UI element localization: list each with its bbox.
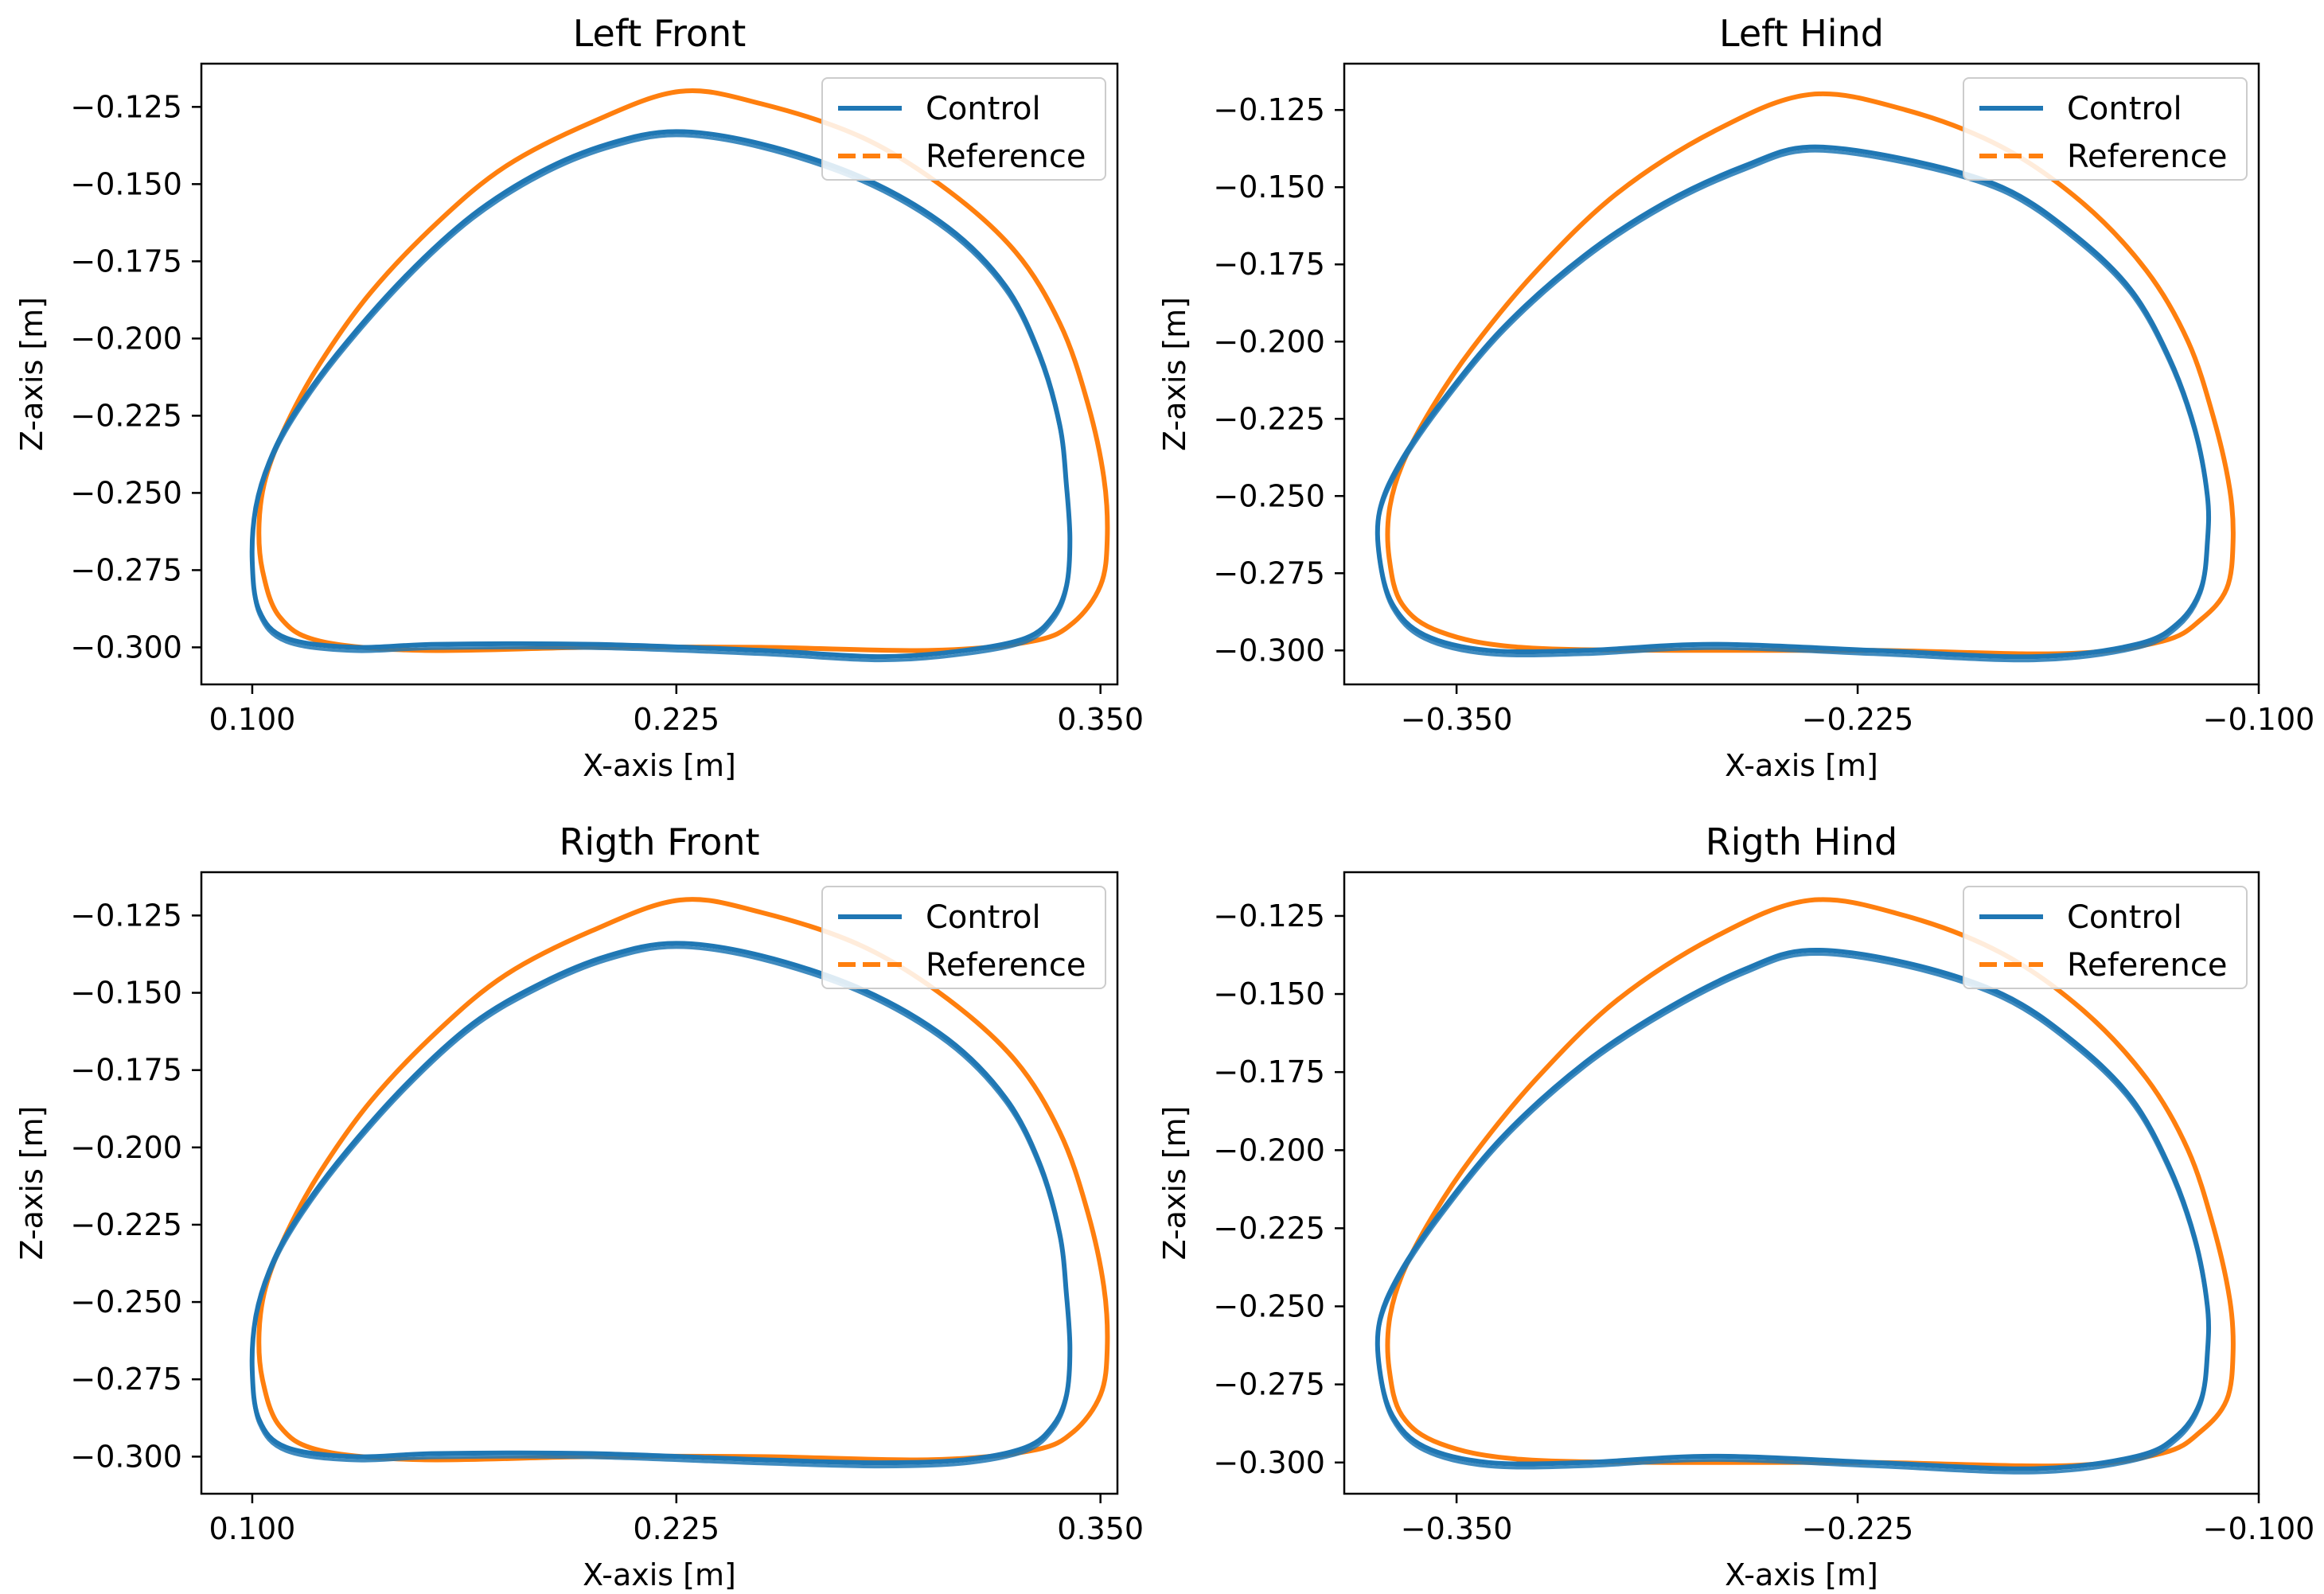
x-tick-label: 0.350 (1057, 702, 1144, 737)
series-line-control-cycle (1375, 952, 2211, 1475)
y-tick-label: −0.250 (70, 475, 182, 510)
y-tick-label: −0.275 (1213, 1367, 1325, 1402)
y-tick-label: −0.175 (1213, 247, 1325, 282)
plot-frame (200, 871, 1119, 1495)
y-tick-label: −0.200 (1213, 324, 1325, 359)
legend-label-control: Control (2067, 899, 2182, 936)
legend: Control Reference (1963, 886, 2248, 989)
y-tick-label: −0.300 (70, 1439, 182, 1474)
y-tick-label: −0.200 (70, 321, 182, 356)
legend: Control Reference (821, 886, 1106, 989)
series-group (249, 897, 1110, 1469)
y-tick-label: −0.225 (70, 1207, 182, 1242)
plot-frame (1343, 62, 2260, 686)
y-tick-label: −0.150 (70, 976, 182, 1011)
y-tick-label: −0.300 (1213, 633, 1325, 668)
x-tick-label: −0.350 (1401, 702, 1513, 737)
y-tick-label: −0.200 (70, 1130, 182, 1165)
legend-label-control: Control (926, 91, 1041, 127)
chart-title: Left Hind (1719, 12, 1884, 55)
y-tick-label: −0.250 (1213, 1289, 1325, 1324)
x-axis-label: X-axis [m] (583, 748, 736, 783)
chart-panel-2: Left Hind −0.350 −0.225 −0.100 −0.125 −0.150 −… (1157, 12, 2314, 783)
x-tick-label: 0.100 (209, 702, 296, 737)
series-line-control (1375, 947, 2212, 1471)
y-tick-label: −0.300 (70, 629, 182, 664)
chart-panel-3: Rigth Front 0.100 0.225 0.350 −0.125 −0.150 −0… (14, 820, 1144, 1592)
y-tick-label: −0.250 (70, 1284, 182, 1319)
series-group (1375, 897, 2236, 1475)
chart-title: Left Front (573, 12, 747, 55)
legend: Control Reference (1963, 77, 2248, 181)
x-axis-label: X-axis [m] (1725, 1557, 1878, 1592)
y-tick-label: −0.125 (70, 898, 182, 933)
x-tick-label: −0.350 (1401, 1511, 1513, 1546)
legend-label-reference: Reference (2067, 947, 2227, 984)
y-tick-label: −0.275 (70, 552, 182, 587)
x-axis-label: X-axis [m] (583, 1557, 736, 1592)
legend-label-control: Control (926, 899, 1041, 936)
y-tick-label: −0.175 (70, 244, 182, 279)
y-tick-label: −0.275 (70, 1362, 182, 1397)
x-tick-label: 0.100 (209, 1511, 296, 1546)
y-axis-label: Z-axis [m] (1157, 1106, 1192, 1261)
legend-label-reference: Reference (926, 138, 1086, 175)
y-tick-label: −0.125 (70, 89, 182, 124)
x-tick-label: −0.225 (1802, 702, 1914, 737)
series-line-control (249, 129, 1073, 660)
y-tick-label: −0.225 (1213, 401, 1325, 436)
series-group (1375, 91, 2236, 663)
y-axis-label: Z-axis [m] (14, 1106, 49, 1261)
legend-label-reference: Reference (2067, 138, 2227, 175)
series-group (249, 88, 1110, 663)
plot-frame (200, 62, 1119, 686)
y-tick-label: −0.125 (1213, 92, 1325, 127)
y-tick-label: −0.150 (70, 166, 182, 201)
legend: Control Reference (821, 77, 1106, 181)
plot-frame (1343, 871, 2260, 1495)
x-tick-label: 0.225 (633, 1511, 719, 1546)
y-tick-label: −0.225 (70, 398, 182, 433)
y-axis-label: Z-axis [m] (14, 297, 49, 451)
chart-title: Rigth Front (559, 820, 759, 863)
x-tick-label: −0.225 (1802, 1511, 1914, 1546)
series-line-control (1375, 144, 2212, 660)
y-tick-label: −0.150 (1213, 976, 1325, 1011)
y-tick-label: −0.175 (1213, 1054, 1325, 1089)
y-tick-label: −0.200 (1213, 1132, 1325, 1167)
x-tick-label: −0.100 (2203, 1511, 2315, 1546)
y-tick-label: −0.225 (1213, 1210, 1325, 1245)
x-tick-label: 0.350 (1057, 1511, 1144, 1546)
y-tick-label: −0.300 (1213, 1445, 1325, 1480)
y-tick-label: −0.175 (70, 1053, 182, 1088)
chart-panel-4: Rigth Hind −0.350 −0.225 −0.100 −0.125 −0.150… (1157, 820, 2314, 1592)
y-tick-label: −0.275 (1213, 555, 1325, 590)
series-line-control-cycle (250, 945, 1072, 1469)
chart-panel-1: Left Front 0.100 0.225 0.350 −0.125 −0.150 −0.… (14, 12, 1144, 783)
series-line-control-cycle (1375, 149, 2211, 663)
y-axis-label: Z-axis [m] (1157, 297, 1192, 451)
y-tick-label: −0.150 (1213, 170, 1325, 205)
chart-title: Rigth Hind (1706, 820, 1897, 863)
legend-label-reference: Reference (926, 947, 1086, 984)
x-tick-label: −0.100 (2203, 702, 2315, 737)
x-tick-label: 0.225 (633, 702, 719, 737)
x-axis-label: X-axis [m] (1725, 748, 1878, 783)
legend-label-control: Control (2067, 91, 2182, 127)
series-line-control-cycle (250, 134, 1072, 663)
series-line-control (249, 941, 1073, 1466)
y-tick-label: −0.250 (1213, 478, 1325, 513)
y-tick-label: −0.125 (1213, 898, 1325, 933)
